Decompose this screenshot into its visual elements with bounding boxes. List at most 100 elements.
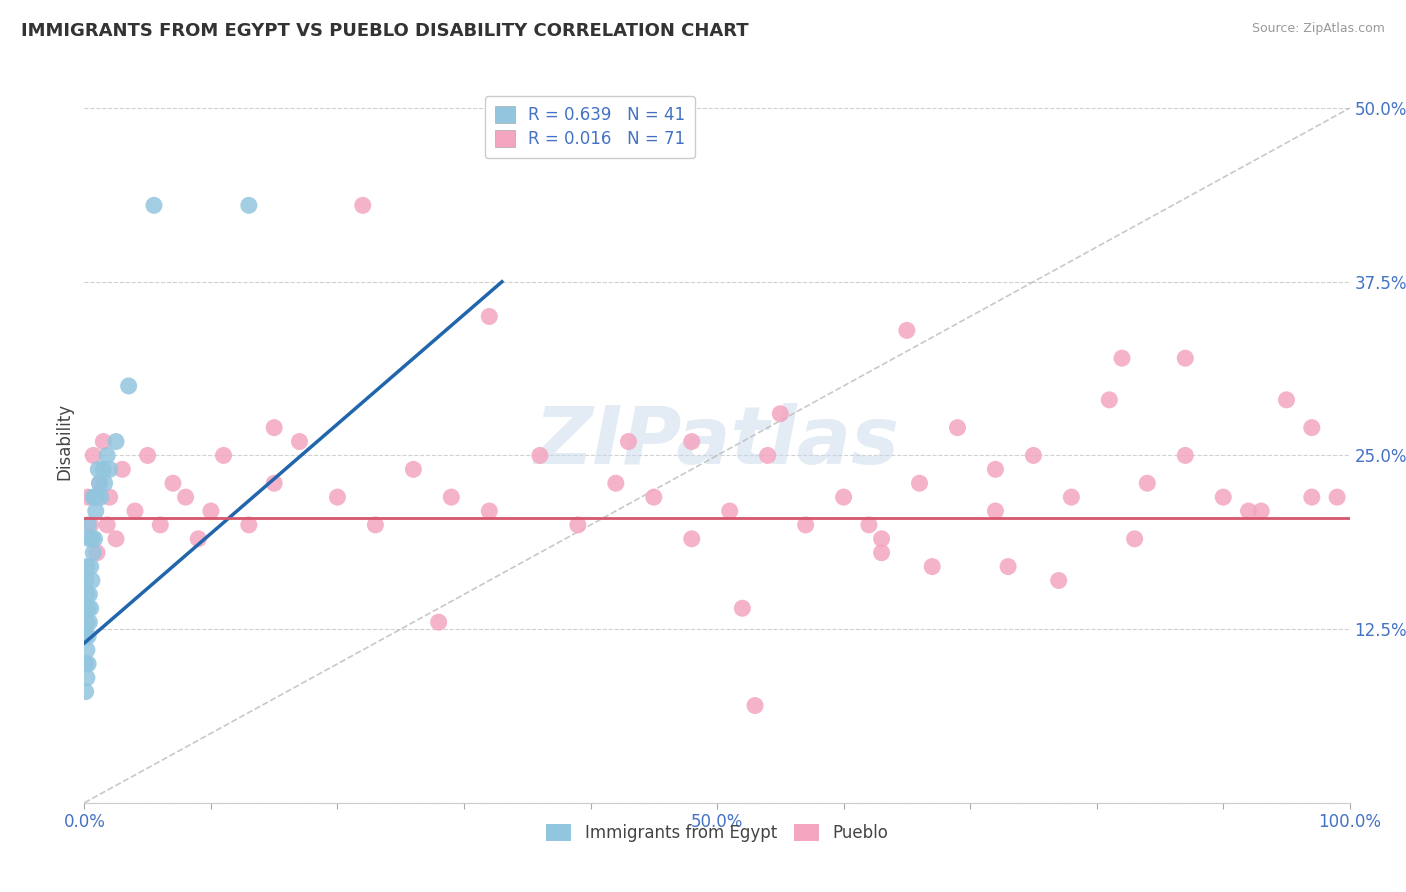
Point (921, 559, 943, 574)
Point (908, 476, 931, 491)
Point (93, 476, 115, 491)
Point (1111, 351, 1133, 366)
Point (80, 532, 103, 546)
Point (75, 601, 97, 615)
Point (98, 462, 121, 476)
Point (89, 476, 111, 491)
Point (80, 574, 103, 588)
Point (1275, 392, 1298, 407)
Point (769, 407, 792, 421)
Point (83, 532, 105, 546)
Point (79, 601, 103, 615)
Point (263, 476, 285, 491)
Point (1123, 532, 1146, 546)
Point (946, 420, 969, 434)
Point (118, 379, 141, 393)
Point (79, 517, 103, 532)
Point (82, 490, 104, 504)
Point (858, 517, 880, 532)
Point (98, 490, 121, 504)
Point (96, 517, 118, 532)
Point (1047, 574, 1070, 588)
Text: Source: ZipAtlas.com: Source: ZipAtlas.com (1251, 22, 1385, 36)
Text: ZIPatlas: ZIPatlas (534, 402, 900, 481)
Point (1136, 476, 1159, 491)
Point (1250, 504, 1272, 518)
Point (1174, 449, 1197, 463)
Point (79, 559, 103, 574)
Point (1060, 490, 1083, 504)
Point (76, 643, 98, 657)
Point (1098, 392, 1121, 407)
Point (617, 434, 640, 449)
Point (1022, 449, 1045, 463)
Point (76, 671, 98, 685)
Point (681, 434, 703, 449)
Point (82, 449, 104, 463)
Point (643, 490, 665, 504)
Point (143, 198, 166, 212)
Point (478, 310, 501, 324)
Legend: Immigrants from Egypt, Pueblo: Immigrants from Egypt, Pueblo (540, 817, 894, 848)
Point (187, 532, 209, 546)
Point (87, 462, 110, 476)
Point (896, 323, 918, 337)
Point (212, 449, 235, 463)
Point (79, 532, 101, 546)
Point (73, 601, 96, 615)
Point (105, 532, 127, 546)
Point (238, 198, 260, 212)
Point (794, 517, 817, 532)
Point (731, 601, 754, 615)
Point (79, 615, 101, 630)
Point (149, 517, 172, 532)
Point (263, 420, 285, 434)
Point (162, 476, 184, 491)
Point (1301, 420, 1323, 434)
Point (1212, 490, 1234, 504)
Y-axis label: Disability: Disability (55, 403, 73, 480)
Point (402, 462, 425, 476)
Point (200, 504, 222, 518)
Point (76, 615, 98, 630)
Point (77, 601, 100, 615)
Point (427, 615, 450, 630)
Point (605, 476, 627, 491)
Point (352, 198, 374, 212)
Point (96, 449, 118, 463)
Point (75, 574, 97, 588)
Point (174, 490, 197, 504)
Point (86, 546, 108, 560)
Point (984, 462, 1007, 476)
Point (1301, 490, 1323, 504)
Point (567, 517, 589, 532)
Point (83, 490, 105, 504)
Point (84, 504, 107, 518)
Point (77, 657, 100, 671)
Point (124, 504, 146, 518)
Point (756, 449, 779, 463)
Point (93, 434, 115, 449)
Point (136, 449, 159, 463)
Point (93, 462, 115, 476)
Point (90, 490, 112, 504)
Point (79, 587, 101, 601)
Point (75, 629, 97, 643)
Point (73, 657, 96, 671)
Point (681, 532, 703, 546)
Point (832, 490, 855, 504)
Point (111, 462, 134, 476)
Point (718, 504, 741, 518)
Point (288, 434, 311, 449)
Point (984, 504, 1007, 518)
Point (75, 657, 97, 671)
Point (238, 517, 260, 532)
Point (105, 434, 127, 449)
Point (744, 698, 766, 713)
Point (364, 517, 387, 532)
Point (77, 490, 100, 504)
Point (75, 684, 97, 698)
Point (82, 546, 104, 560)
Point (76, 559, 98, 574)
Point (1326, 490, 1348, 504)
